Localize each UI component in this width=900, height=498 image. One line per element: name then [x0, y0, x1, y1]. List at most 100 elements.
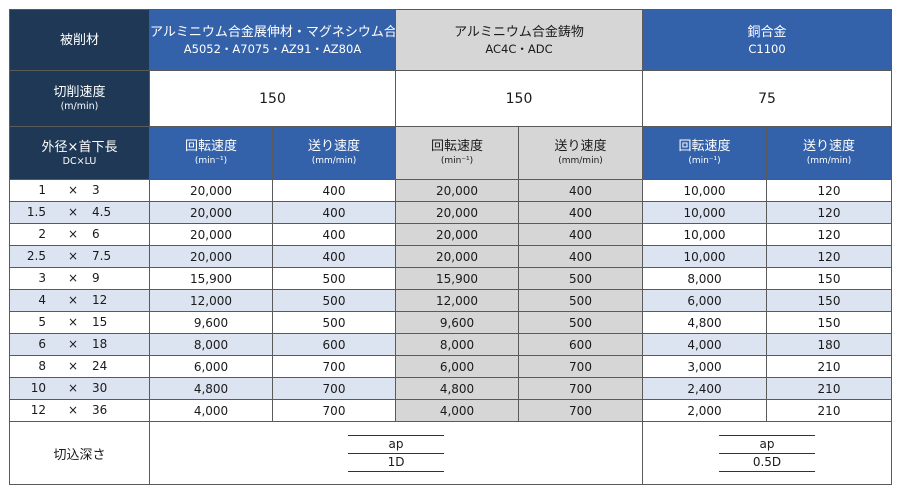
value-cell: 700 — [518, 355, 643, 378]
material-group-copper: 銅合金 C1100 — [641, 9, 893, 71]
value-cell: 400 — [518, 245, 643, 268]
value-cell: 20,000 — [395, 201, 519, 224]
value-cell: 10,000 — [642, 179, 767, 202]
value-cell: 150 — [765, 289, 893, 312]
sub-header-row: 外径×首下長 DC×LU 回転速度 (min⁻¹) 送り速度 (mm/min) 回転… — [9, 126, 893, 180]
value-cell: 500 — [272, 267, 396, 290]
value-cell: 400 — [518, 201, 643, 224]
value-cell: 4,000 — [395, 399, 519, 422]
value-cell: 500 — [518, 289, 643, 312]
value-cell: 700 — [518, 399, 643, 422]
value-cell: 210 — [765, 355, 893, 378]
value-cell: 12,000 — [395, 289, 519, 312]
value-cell: 15,900 — [395, 267, 519, 290]
value-cell: 120 — [765, 201, 893, 224]
value-cell: 8,000 — [149, 333, 273, 356]
value-cell: 6,000 — [149, 355, 273, 378]
cutting-speed-row: 切削速度 (m/min) 150 150 75 — [9, 70, 893, 127]
depth-of-cut-label: 切込深さ — [9, 421, 150, 485]
value-cell: 3,000 — [642, 355, 767, 378]
depth-copper-cell: ap 0.5D — [641, 421, 893, 485]
value-cell: 20,000 — [149, 223, 273, 246]
value-cell: 4,800 — [149, 377, 273, 400]
value-cell: 400 — [272, 201, 396, 224]
depth-aluminum-cell: ap 1D — [149, 421, 643, 485]
value-cell: 20,000 — [149, 201, 273, 224]
size-cell: 10 × 30 — [9, 377, 150, 400]
ap-box-copper: ap 0.5D — [719, 434, 815, 472]
feed-header: 送り速度 (mm/min) — [518, 126, 643, 180]
value-cell: 10,000 — [642, 223, 767, 246]
ap-box-aluminum: ap 1D — [348, 434, 444, 472]
table-row: 10 × 30 4,800 700 4,800 700 2,400 210 — [9, 377, 893, 400]
value-cell: 400 — [518, 179, 643, 202]
material-group-aluminum-cast: アルミニウム合金鋳物 AC4C・ADC — [395, 9, 643, 71]
value-cell: 700 — [272, 399, 396, 422]
value-cell: 600 — [272, 333, 396, 356]
rpm-header: 回転速度 (min⁻¹) — [395, 126, 519, 180]
value-cell: 4,000 — [642, 333, 767, 356]
table-row: 3 × 9 15,900 500 15,900 500 8,000 150 — [9, 267, 893, 290]
value-cell: 6,000 — [642, 289, 767, 312]
value-cell: 400 — [272, 223, 396, 246]
depth-of-cut-row: 切込深さ ap 1D ap 0.5D — [9, 421, 893, 485]
material-label: 被削材 — [9, 9, 150, 71]
value-cell: 20,000 — [395, 223, 519, 246]
value-cell: 8,000 — [642, 267, 767, 290]
feed-header: 送り速度 (mm/min) — [765, 126, 893, 180]
value-cell: 15,900 — [149, 267, 273, 290]
material-header-row: 被削材 アルミニウム合金展伸材・マグネシウム合金 A5052・A7075・AZ9… — [9, 9, 893, 71]
value-cell: 600 — [518, 333, 643, 356]
value-cell: 9,600 — [149, 311, 273, 334]
value-cell: 20,000 — [149, 179, 273, 202]
value-cell: 120 — [765, 179, 893, 202]
cutting-speed-aluminum-wrought: 150 — [149, 70, 396, 127]
table-row: 1.5 × 4.5 20,000 400 20,000 400 10,000 120 — [9, 201, 893, 224]
value-cell: 500 — [518, 267, 643, 290]
size-cell: 8 × 24 — [9, 355, 150, 378]
ap-symbol: ap — [348, 434, 444, 454]
value-cell: 700 — [518, 377, 643, 400]
value-cell: 500 — [518, 311, 643, 334]
dimension-header: 外径×首下長 DC×LU — [9, 126, 150, 180]
size-cell: 1 × 3 — [9, 179, 150, 202]
size-cell: 1.5 × 4.5 — [9, 201, 150, 224]
value-cell: 400 — [272, 245, 396, 268]
table-row: 2 × 6 20,000 400 20,000 400 10,000 120 — [9, 223, 893, 246]
value-cell: 400 — [518, 223, 643, 246]
value-cell: 400 — [272, 179, 396, 202]
table-row: 4 × 12 12,000 500 12,000 500 6,000 150 — [9, 289, 893, 312]
cutting-speed-copper: 75 — [641, 70, 893, 127]
value-cell: 4,800 — [395, 377, 519, 400]
cutting-speed-aluminum-cast: 150 — [395, 70, 643, 127]
table-row: 6 × 18 8,000 600 8,000 600 4,000 180 — [9, 333, 893, 356]
value-cell: 4,800 — [642, 311, 767, 334]
value-cell: 2,400 — [642, 377, 767, 400]
value-cell: 20,000 — [395, 245, 519, 268]
cutting-conditions-table: 被削材 アルミニウム合金展伸材・マグネシウム合金 A5052・A7075・AZ9… — [9, 9, 893, 485]
size-cell: 12 × 36 — [9, 399, 150, 422]
value-cell: 6,000 — [395, 355, 519, 378]
value-cell: 8,000 — [395, 333, 519, 356]
table-row: 12 × 36 4,000 700 4,000 700 2,000 210 — [9, 399, 893, 422]
value-cell: 120 — [765, 245, 893, 268]
value-cell: 150 — [765, 311, 893, 334]
material-group-aluminum-wrought: アルミニウム合金展伸材・マグネシウム合金 A5052・A7075・AZ91・AZ… — [149, 9, 396, 71]
size-cell: 6 × 18 — [9, 333, 150, 356]
value-cell: 700 — [272, 355, 396, 378]
value-cell: 12,000 — [149, 289, 273, 312]
value-cell: 120 — [765, 223, 893, 246]
ap-value-aluminum: 1D — [348, 454, 444, 472]
value-cell: 4,000 — [149, 399, 273, 422]
table-row: 5 × 15 9,600 500 9,600 500 4,800 150 — [9, 311, 893, 334]
size-cell: 2 × 6 — [9, 223, 150, 246]
value-cell: 2,000 — [642, 399, 767, 422]
value-cell: 20,000 — [149, 245, 273, 268]
value-cell: 210 — [765, 377, 893, 400]
value-cell: 500 — [272, 311, 396, 334]
rpm-header: 回転速度 (min⁻¹) — [642, 126, 767, 180]
value-cell: 10,000 — [642, 245, 767, 268]
ap-symbol: ap — [719, 434, 815, 454]
size-cell: 5 × 15 — [9, 311, 150, 334]
value-cell: 9,600 — [395, 311, 519, 334]
